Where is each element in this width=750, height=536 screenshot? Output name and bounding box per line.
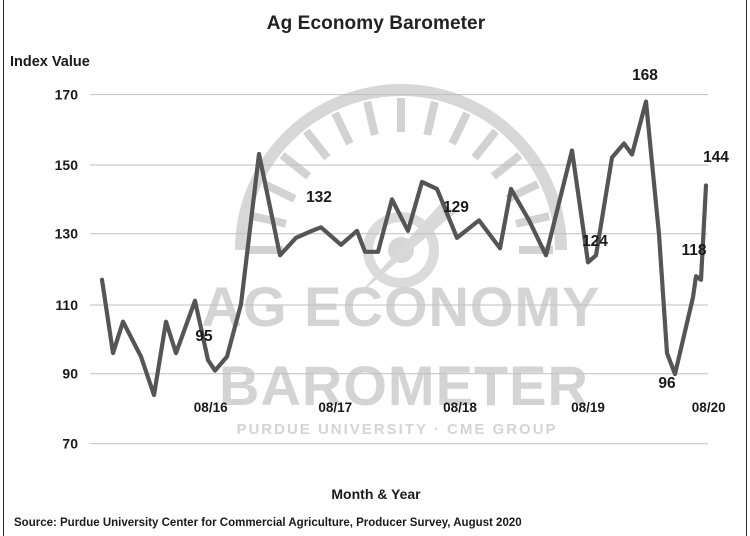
svg-text:130: 130 bbox=[55, 226, 79, 242]
svg-text:96: 96 bbox=[658, 375, 676, 392]
svg-text:110: 110 bbox=[55, 297, 78, 313]
svg-text:PURDUE UNIVERSITY · CME GR: PURDUE UNIVERSITY · CME GROUP bbox=[236, 421, 557, 438]
svg-text:118: 118 bbox=[681, 242, 706, 259]
svg-text:08/18: 08/18 bbox=[443, 400, 477, 415]
svg-text:AG ECONOMY: AG ECONOMY bbox=[202, 275, 601, 338]
svg-text:150: 150 bbox=[55, 157, 79, 173]
svg-text:90: 90 bbox=[62, 366, 78, 382]
svg-text:168: 168 bbox=[632, 67, 658, 84]
svg-text:132: 132 bbox=[306, 189, 332, 206]
svg-text:BAROMETER: BAROMETER bbox=[219, 354, 589, 417]
svg-text:144: 144 bbox=[703, 149, 729, 166]
svg-text:08/16: 08/16 bbox=[194, 400, 228, 415]
svg-text:08/20: 08/20 bbox=[692, 400, 726, 415]
svg-text:170: 170 bbox=[55, 87, 79, 103]
svg-text:129: 129 bbox=[443, 199, 469, 216]
svg-text:95: 95 bbox=[195, 328, 213, 345]
svg-text:08/17: 08/17 bbox=[318, 400, 352, 415]
svg-text:124: 124 bbox=[582, 233, 608, 250]
svg-text:70: 70 bbox=[62, 436, 78, 452]
svg-text:08/19: 08/19 bbox=[571, 400, 605, 415]
